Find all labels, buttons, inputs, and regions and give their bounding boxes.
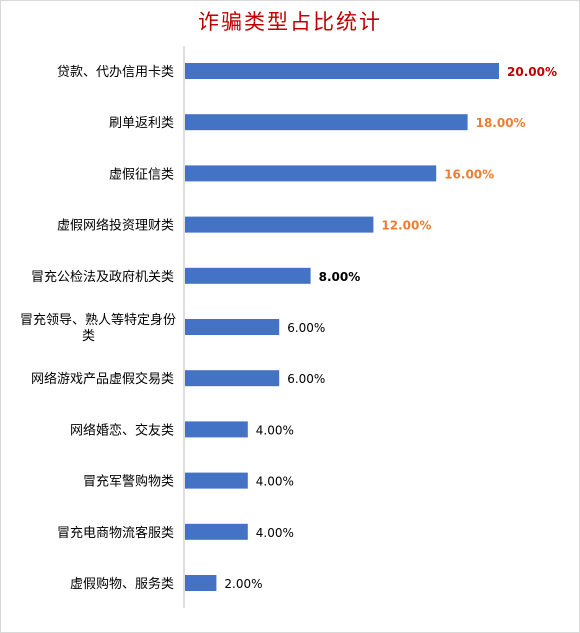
category-label: 虚假购物、服务类 [70, 576, 174, 592]
data-label: 4.00% [256, 423, 294, 437]
bar [185, 523, 248, 540]
bar [185, 472, 248, 489]
category-label: 刷单返利类 [109, 116, 174, 131]
data-label: 16.00% [444, 167, 494, 181]
bar [185, 165, 437, 182]
category-label: 冒充公检法及政府机关类 [31, 269, 174, 285]
data-label: 2.00% [224, 577, 262, 591]
bar [185, 267, 311, 284]
data-label: 18.00% [476, 116, 526, 130]
category-label: 网络婚恋、交友类 [70, 422, 174, 438]
bar [185, 63, 499, 79]
chart-title: 诈骗类型占比统计 [198, 10, 382, 34]
category-label: 冒充领导、熟人等特定身份类 [20, 312, 176, 344]
category-label: 虚假网络投资理财类 [57, 218, 174, 234]
category-label: 冒充军警购物类 [83, 474, 174, 490]
bar [185, 421, 248, 438]
data-label: 6.00% [287, 372, 325, 386]
data-label: 6.00% [287, 321, 325, 335]
bar [185, 370, 280, 387]
category-label: 虚假征信类 [109, 167, 174, 182]
bar [185, 216, 374, 233]
category-label: 冒充电商物流客服类 [57, 525, 174, 541]
data-label: 20.00% [507, 65, 557, 79]
category-label: 贷款、代办信用卡类 [57, 65, 174, 80]
data-label: 4.00% [256, 475, 294, 489]
category-label: 网络游戏产品虚假交易类 [31, 371, 174, 387]
bar [185, 575, 217, 591]
data-label: 8.00% [319, 270, 361, 284]
data-label: 12.00% [381, 219, 431, 233]
bar [185, 319, 280, 335]
data-label: 4.00% [256, 526, 294, 540]
bar [185, 114, 468, 131]
